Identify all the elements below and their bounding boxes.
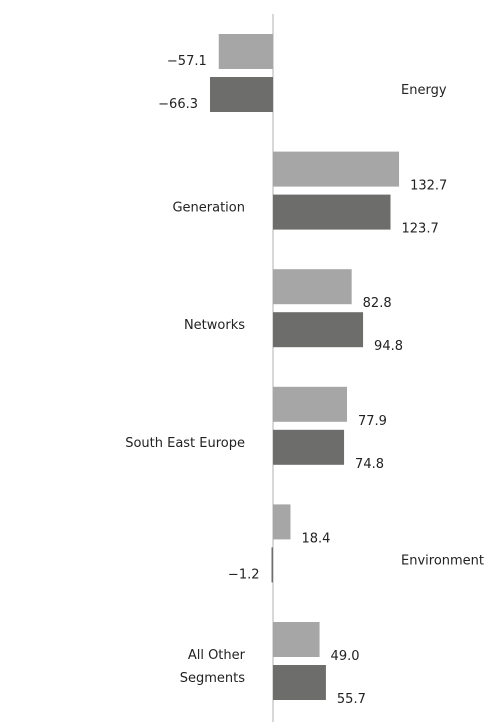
bar-0-0	[218, 34, 273, 69]
bar-1-5	[273, 665, 326, 700]
bar-0-1	[273, 151, 400, 187]
bar-1-0	[210, 77, 273, 112]
category-label: Environment	[401, 553, 484, 568]
data-label: −1.2	[228, 567, 260, 582]
category-label: Generation	[172, 201, 245, 216]
bar-0-2	[273, 269, 352, 305]
data-label: −66.3	[158, 97, 198, 112]
data-label: 77.9	[358, 414, 387, 429]
data-label: 82.8	[363, 296, 392, 311]
category-label: Networks	[184, 318, 245, 333]
data-label: 94.8	[374, 339, 403, 354]
bar-0-4	[273, 504, 291, 540]
bar-1-4	[271, 547, 273, 583]
category-label: Energy	[401, 83, 447, 98]
bar-1-3	[273, 429, 345, 465]
bar-0-3	[273, 386, 348, 422]
data-label: 74.8	[355, 457, 384, 472]
bar-1-2	[273, 312, 364, 348]
category-label: South East Europe	[125, 436, 245, 451]
category-label: All Other	[188, 648, 246, 663]
data-label: −57.1	[167, 54, 207, 69]
data-label: 49.0	[331, 649, 360, 664]
bar-1-1	[273, 194, 391, 230]
data-label: 18.4	[301, 531, 330, 546]
data-label: 132.7	[410, 179, 447, 194]
category-label: Segments	[180, 671, 246, 686]
data-label: 123.7	[402, 222, 439, 237]
data-label: 55.7	[337, 692, 366, 707]
bar-0-5	[273, 622, 320, 657]
